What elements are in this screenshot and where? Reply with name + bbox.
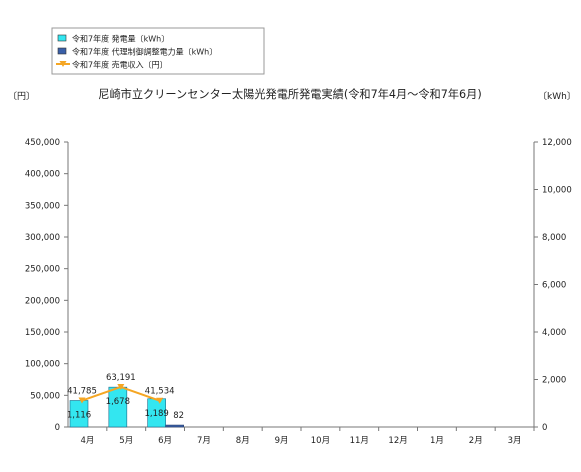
generation-data-label: 1,189 <box>144 409 168 419</box>
chart-title: 尼崎市立クリーンセンター太陽光発電所発電実績(令和7年4月～令和7年6月) <box>98 87 481 101</box>
left-tick-label: 0 <box>55 423 60 433</box>
legend-label: 令和7年度 売電収入〔円〕 <box>72 60 168 70</box>
generation-data-label: 1,678 <box>106 397 130 407</box>
x-tick-label: 7月 <box>197 436 211 446</box>
revenue-data-label: 41,534 <box>145 387 175 397</box>
revenue-marker <box>117 383 125 390</box>
left-tick-label: 400,000 <box>25 170 60 180</box>
x-tick-label: 2月 <box>469 436 483 446</box>
revenue-data-label: 63,191 <box>106 373 136 383</box>
right-tick-label: 4,000 <box>542 328 566 338</box>
x-tick-label: 5月 <box>119 436 133 446</box>
right-axis-unit: 〔kWh〕 <box>538 91 576 102</box>
revenue-marker <box>156 397 164 404</box>
x-tick-label: 4月 <box>80 436 94 446</box>
left-tick-label: 200,000 <box>25 296 60 306</box>
bar-curtailment <box>165 424 184 428</box>
left-axis-unit: 〔円〕 <box>8 91 35 102</box>
x-tick-label: 6月 <box>158 436 172 446</box>
right-tick-label: 0 <box>542 423 547 433</box>
bar-generation <box>69 400 89 428</box>
right-tick-label: 6,000 <box>542 281 566 291</box>
x-tick-label: 12月 <box>388 436 407 446</box>
left-tick-label: 50,000 <box>30 391 60 401</box>
x-tick-label: 8月 <box>236 436 250 446</box>
right-tick-label: 10,000 <box>542 186 572 196</box>
generation-data-label: 1,116 <box>67 410 91 420</box>
x-tick-label: 10月 <box>311 436 330 446</box>
x-tick-label: 9月 <box>275 436 289 446</box>
left-tick-label: 350,000 <box>25 201 60 211</box>
right-tick-label: 2,000 <box>542 376 566 386</box>
x-tick-label: 3月 <box>508 436 522 446</box>
right-tick-label: 8,000 <box>542 233 566 243</box>
legend-swatch <box>57 34 67 42</box>
x-tick-label: 1月 <box>430 436 444 446</box>
legend-label: 令和7年度 発電量〔kWh〕 <box>72 34 169 44</box>
x-tick-label: 11月 <box>350 436 369 446</box>
legend-swatch <box>57 47 67 55</box>
left-tick-label: 250,000 <box>25 265 60 275</box>
right-tick-label: 12,000 <box>542 138 572 148</box>
left-tick-label: 100,000 <box>25 360 60 370</box>
revenue-marker <box>78 397 86 404</box>
curtailment-data-label: 82 <box>173 411 184 421</box>
legend-label: 令和7年度 代理制御調整電力量〔kWh〕 <box>72 47 217 57</box>
left-tick-label: 150,000 <box>25 328 60 338</box>
left-tick-label: 300,000 <box>25 233 60 243</box>
revenue-data-label: 41,785 <box>67 387 97 397</box>
legend-box <box>51 27 265 75</box>
left-tick-label: 450,000 <box>25 138 60 148</box>
legend-marker <box>59 61 67 67</box>
